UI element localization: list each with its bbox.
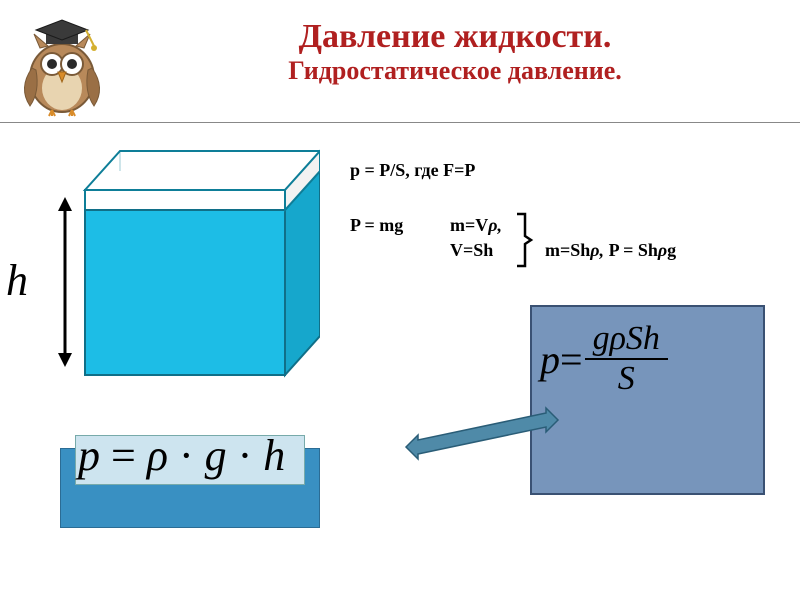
bf-p: p	[78, 431, 100, 480]
res-den: S	[618, 360, 635, 397]
arrow-3d-icon	[400, 405, 560, 470]
bf-eq: =	[111, 431, 136, 480]
result-formula: p= gρSh S	[540, 320, 755, 398]
bracket-icon	[515, 212, 535, 273]
eq-line3: V=Sh	[450, 240, 493, 261]
bf-dot1: ·	[179, 431, 194, 480]
title-block: Давление жидкости. Гидростатическое давл…	[130, 18, 780, 86]
rho-1: ρ,	[488, 215, 502, 235]
eq-m-eq-v: m=V	[450, 215, 488, 235]
res-p: p	[540, 337, 560, 382]
liquid-cube-diagram	[50, 145, 320, 395]
bf-g: g	[205, 431, 227, 480]
res-num-g: g	[593, 320, 610, 357]
eq-p-sh: P = Sh	[604, 240, 658, 260]
height-label: h	[6, 255, 28, 306]
height-arrow	[55, 197, 75, 357]
divider-line	[0, 122, 800, 123]
eq-g: g	[667, 240, 676, 260]
res-num-sh: Sh	[626, 320, 660, 357]
eq-m-sh: m=Sh	[545, 240, 590, 260]
bottom-formula: p = ρ · g · h	[78, 430, 285, 481]
eq-line2a: P = mg	[350, 215, 403, 236]
bf-h: h	[263, 431, 285, 480]
eq-line4-group: m=Shρ, P = Shρg	[545, 240, 676, 261]
res-eq: =	[560, 337, 583, 382]
bf-dot2: ·	[238, 431, 253, 480]
eq-line2b-group: m=Vρ,	[450, 215, 502, 236]
title-sub: Гидростатическое давление.	[130, 56, 780, 86]
res-num-rho: ρ	[610, 320, 626, 357]
eq-line1: p = P/S, где F=P	[350, 160, 475, 181]
rho-2: ρ,	[590, 240, 604, 260]
rho-3: ρ	[658, 240, 667, 260]
bf-rho: ρ	[147, 431, 168, 480]
title-main: Давление жидкости.	[130, 18, 780, 56]
owl-mascot	[0, 0, 130, 118]
